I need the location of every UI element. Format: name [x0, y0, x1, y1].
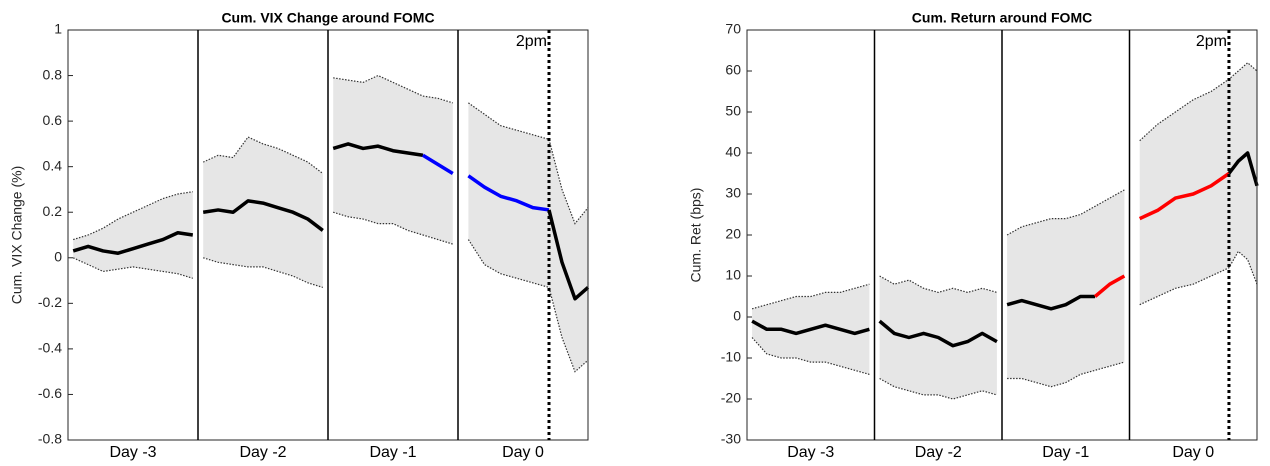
- band-lower: [879, 377, 998, 400]
- y-tick-label: 50: [725, 103, 741, 119]
- confidence-band: [333, 75, 453, 245]
- band-lower: [1139, 250, 1258, 306]
- event-label: 2pm: [1196, 33, 1227, 50]
- band-upper: [468, 102, 589, 225]
- mean-line: [1093, 274, 1126, 298]
- y-axis-label: Cum. Ret (bps): [688, 188, 704, 283]
- confidence-band: [468, 102, 588, 372]
- x-tick-label: Day -3: [787, 444, 834, 461]
- mean-line: [467, 174, 550, 212]
- confidence-band: [1139, 62, 1257, 305]
- y-tick-label: -0.6: [38, 385, 62, 401]
- mean-line: [878, 319, 998, 348]
- x-tick-label: Day -2: [239, 444, 286, 461]
- confidence-band: [203, 137, 323, 288]
- mean-line: [1006, 294, 1096, 311]
- x-tick-label: Day 0: [502, 444, 544, 461]
- band-upper: [751, 283, 870, 310]
- band-upper: [879, 275, 998, 294]
- x-tick-label: Day -2: [915, 444, 962, 461]
- x-tick-label: Day -1: [1042, 444, 1089, 461]
- y-tick-label: -0.4: [38, 340, 62, 356]
- x-tick-label: Day 0: [1172, 444, 1214, 461]
- y-tick-label: 30: [725, 185, 741, 201]
- mean-line: [72, 230, 194, 255]
- confidence-band: [1007, 189, 1125, 387]
- band-upper: [73, 191, 193, 241]
- y-tick-label: 60: [725, 62, 741, 78]
- mean-line: [751, 319, 870, 336]
- event-label: 2pm: [516, 33, 547, 50]
- x-tick-label: Day -1: [369, 444, 416, 461]
- y-tick-label: 0.6: [43, 112, 63, 128]
- confidence-band: [73, 191, 193, 279]
- chart-title: Cum. VIX Change around FOMC: [221, 10, 434, 26]
- band-lower: [72, 257, 193, 279]
- y-tick-label: 0.2: [43, 203, 63, 219]
- mean-line: [547, 209, 590, 301]
- y-tick-label: 0.4: [43, 157, 63, 173]
- y-tick-label: 70: [725, 21, 741, 37]
- y-tick-label: -0.2: [38, 294, 62, 310]
- mean-line: [202, 199, 324, 232]
- mean-line: [332, 142, 424, 158]
- chart-title: Cum. Return around FOMC: [912, 10, 1092, 26]
- band-upper: [1139, 62, 1258, 142]
- y-axis-label: Cum. VIX Change (%): [9, 166, 25, 305]
- band-upper: [333, 74, 453, 104]
- y-tick-label: 20: [725, 226, 741, 242]
- y-tick-label: 0.8: [43, 66, 63, 82]
- band-upper: [1006, 189, 1125, 236]
- y-tick-label: 10: [725, 267, 741, 283]
- y-tick-label: 40: [725, 144, 741, 160]
- band-lower: [467, 239, 589, 373]
- band-lower: [751, 337, 870, 375]
- band-lower: [1007, 361, 1125, 388]
- mean-line: [421, 153, 454, 175]
- band-upper: [202, 136, 324, 174]
- band-lower: [333, 211, 453, 245]
- mean-line: [1138, 172, 1230, 221]
- band-lower: [203, 257, 323, 288]
- x-tick-label: Day -3: [109, 444, 156, 461]
- y-tick-label: 0: [54, 248, 62, 264]
- y-tick-label: -0.8: [38, 431, 62, 447]
- y-tick-label: 1: [54, 21, 62, 37]
- y-tick-label: -20: [721, 390, 741, 406]
- y-tick-label: 0: [733, 308, 741, 324]
- mean-line: [1227, 151, 1259, 187]
- y-tick-label: -10: [721, 349, 741, 365]
- y-tick-label: -30: [721, 431, 741, 447]
